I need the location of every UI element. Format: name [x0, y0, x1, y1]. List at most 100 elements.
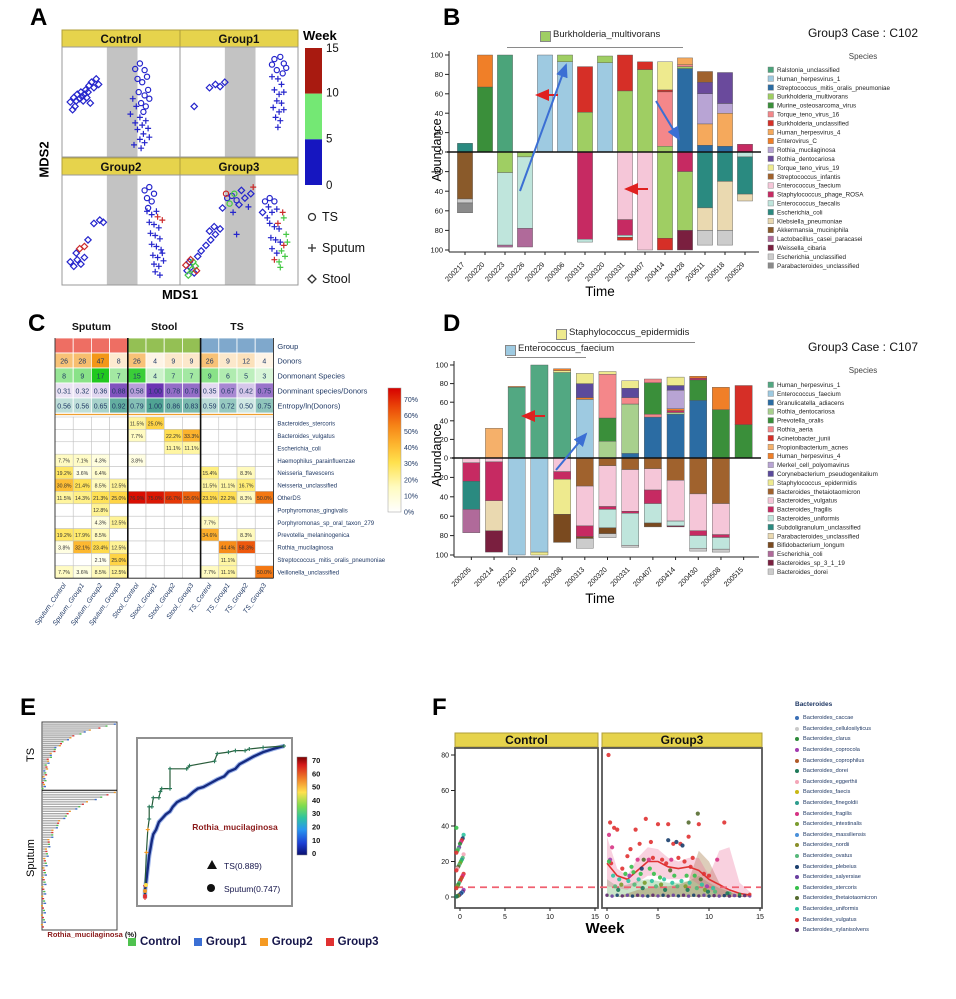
heatmap-cell [163, 453, 183, 467]
row-label: Porphyromonas_gingivalis [277, 508, 347, 514]
x-tick-label: 200229 [523, 260, 546, 283]
legend-swatch [767, 524, 774, 531]
week-colorbar-segment [305, 139, 322, 185]
mds-point [271, 198, 278, 205]
scatter-point [651, 893, 655, 897]
mds-point [147, 230, 154, 237]
mds-point [86, 99, 95, 108]
scatter-point [671, 841, 676, 846]
scatter-point [707, 894, 711, 898]
mds-point [146, 219, 153, 226]
mds-point [276, 258, 283, 265]
heatmap-cell-value: 3.6% [76, 570, 88, 576]
mds-point [143, 194, 151, 202]
bar-segment [462, 509, 481, 533]
mds-point [137, 99, 145, 107]
heatmap-cell [127, 466, 147, 480]
heatmap-cell [145, 553, 165, 567]
summary-cell-value: 0.78 [166, 388, 180, 395]
bar-segment [689, 535, 708, 549]
scatter-point [666, 838, 671, 843]
bar-segment [657, 61, 673, 91]
distribution-bar [42, 752, 52, 755]
legend-swatch [767, 461, 774, 468]
mds-point [146, 183, 153, 191]
heatmap-cell-value: 12.5% [111, 483, 126, 489]
legend-species-label: Parabacteroides_unclassified [777, 533, 860, 540]
scatter-point [656, 894, 660, 898]
svg-text:Group1: Group1 [219, 34, 260, 46]
legend-swatch [767, 550, 774, 557]
row-label: Streptococcus_mitis_oralis_pneumoniae [277, 558, 385, 564]
row-label: Neisseria_unclassified [277, 484, 337, 490]
heatmap-cell-value: 25.0% [148, 421, 163, 427]
y-tick-label: 20 [440, 473, 448, 482]
scatter-point [686, 834, 691, 839]
summary-cell-value: 4 [153, 373, 157, 380]
mds-point [273, 66, 280, 74]
mds-point [197, 246, 206, 255]
mds-point [160, 257, 167, 264]
bar-segment [697, 81, 713, 94]
legend-swatch [767, 568, 774, 575]
heatmap-cell [91, 416, 110, 430]
scatter-point [668, 868, 673, 873]
scatter-point [682, 859, 687, 864]
legend-swatch [767, 262, 774, 269]
legend-species-label: Rothia_aeria [777, 427, 813, 434]
bar-segment [697, 151, 713, 209]
legend-swatch [767, 235, 774, 242]
shape-legend-label: Sputum [322, 241, 365, 255]
bar-segment [621, 453, 640, 459]
mds-point [279, 70, 286, 77]
facet-Control: Control [61, 29, 181, 158]
legend-swatch [767, 479, 774, 486]
heatmap-cell [200, 429, 220, 443]
mds-point [142, 117, 149, 124]
scatter-point [610, 845, 615, 850]
row-label: Donmonant Species [277, 371, 345, 380]
scatter-point [641, 894, 645, 898]
heatmap-cell-value: 25.0% [111, 558, 126, 564]
panel-f-label: F [432, 694, 447, 721]
heatmap-cell-value: 12.8% [93, 508, 108, 514]
bar-segment [577, 66, 593, 113]
scatter-point [712, 893, 716, 898]
scatter-point [651, 871, 656, 876]
x-tick-label: 200414 [654, 565, 677, 588]
roc-colorbar-tick: 60 [312, 769, 320, 778]
heatmap-cell-value: 17.9% [75, 533, 90, 539]
x-tick-label: 200313 [563, 565, 586, 588]
distribution-bar [42, 822, 60, 824]
bar-segment [689, 493, 708, 531]
scatter-point [676, 894, 681, 898]
summary-cell-value: 12 [242, 358, 250, 365]
heatmap-cell [254, 441, 274, 455]
mds-point [266, 194, 273, 202]
heatmap-cell [72, 503, 92, 517]
mds-point [231, 190, 238, 197]
mds-point [135, 88, 142, 96]
legend-species-label: Enterococcus_faecalis [777, 201, 840, 208]
bar-segment [553, 372, 571, 459]
scatter-point [660, 857, 665, 862]
roc-colorbar [296, 756, 308, 856]
week-colorbar-tick: 0 [326, 180, 332, 192]
scatter-point [672, 873, 677, 878]
heatmap-cell [109, 503, 129, 517]
scatter-point [722, 820, 727, 825]
bar-segment [477, 54, 493, 88]
heatmap-cell [145, 429, 165, 443]
scatter-point [699, 882, 704, 887]
mds-point [278, 81, 285, 88]
distribution-bar [42, 808, 78, 810]
mds-point [210, 222, 219, 231]
legend-species-label: Akkermansia_muciniphila [777, 227, 849, 234]
heatmap-cell [127, 441, 147, 455]
y-tick-label: 100 [435, 551, 448, 560]
panel-b-xlabel: Time [585, 284, 615, 299]
scatter-point [713, 889, 718, 894]
heatmap-cell [200, 441, 220, 455]
summary-cell-value: 9 [226, 358, 230, 365]
mds-point [280, 106, 287, 113]
